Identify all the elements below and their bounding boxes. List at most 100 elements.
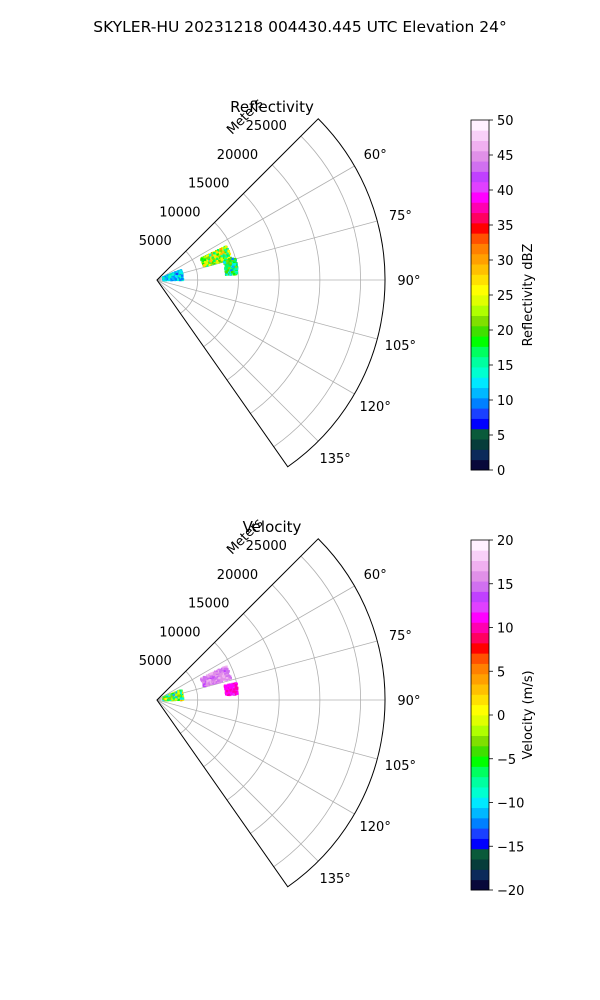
- echo-pixel: [209, 681, 213, 684]
- echo-pixel: [211, 261, 215, 264]
- echo-pixel: [165, 695, 169, 699]
- echo-pixel: [216, 261, 219, 264]
- echo-pixel: [172, 271, 176, 275]
- echo-pixel: [226, 263, 229, 266]
- colorbar-swatch: [471, 295, 489, 306]
- echo-pixel: [232, 268, 235, 272]
- angular-tick-label: 75°: [389, 629, 412, 644]
- colorbar-swatch: [471, 171, 489, 183]
- echo-pixel: [230, 261, 234, 265]
- colorbar-swatch: [471, 622, 489, 634]
- echo-pixel: [218, 259, 221, 263]
- echo-pixel: [217, 254, 220, 258]
- echo-pixel: [213, 680, 217, 684]
- colorbar-swatch: [471, 642, 489, 654]
- echo-pixel: [226, 691, 230, 694]
- angular-tick-label: 120°: [360, 820, 391, 835]
- echo-pixel: [231, 257, 234, 261]
- colorbar-swatch: [471, 253, 489, 265]
- echo-pixel: [228, 688, 231, 692]
- radial-tick-label: 20000: [217, 148, 258, 163]
- radial-gridline: [180, 250, 199, 314]
- colorbar-swatch: [471, 570, 489, 582]
- colorbar-swatch: [471, 715, 489, 726]
- reflectivity-panel: Reflectivity500010000150002000025000Mete…: [139, 96, 536, 479]
- angular-gridline: [156, 699, 319, 862]
- echo-pixel: [177, 692, 180, 695]
- colorbar-swatch: [471, 869, 489, 881]
- echo-pixel: [236, 686, 239, 690]
- colorbar-swatch: [471, 439, 489, 450]
- echo-pixel: [213, 256, 216, 259]
- echo-pixel: [230, 684, 233, 687]
- echo-pixel: [217, 681, 220, 684]
- colorbar-swatch: [471, 222, 489, 234]
- echo-pixel: [221, 678, 224, 681]
- echo-pixel: [175, 691, 179, 694]
- colorbar-swatch: [471, 264, 489, 275]
- echo-pixel: [200, 679, 204, 682]
- colorbar-tick-label: 20: [497, 534, 514, 549]
- colorbar-tick-label: 10: [497, 622, 514, 637]
- echo-pixel: [171, 276, 174, 279]
- colorbar-swatch: [471, 632, 489, 644]
- colorbar-swatch: [471, 428, 489, 440]
- echo-pixel: [206, 254, 209, 258]
- echo-pixel: [215, 260, 218, 264]
- colorbar-swatch: [471, 879, 489, 891]
- colorbar-tick-label: −5: [497, 753, 516, 768]
- colorbar-swatch: [471, 694, 489, 706]
- panel-title: Velocity: [243, 518, 302, 536]
- echo-pixel: [223, 677, 226, 681]
- echo-pixel: [177, 271, 180, 275]
- colorbar-swatch: [471, 817, 489, 829]
- colorbar-swatch: [471, 140, 489, 152]
- colorbar-swatch: [471, 202, 489, 214]
- colorbar-swatch: [471, 130, 489, 141]
- colorbar-swatch: [471, 540, 489, 551]
- colorbar-swatch: [471, 838, 489, 850]
- radial-tick-label: 10000: [159, 205, 200, 220]
- echo-pixel: [223, 667, 226, 671]
- echo-pixel: [216, 677, 219, 680]
- echo-pixel: [219, 679, 222, 682]
- echo-pixel: [227, 264, 230, 267]
- echo-pixel: [223, 252, 227, 256]
- echo-pixel: [227, 692, 230, 696]
- colorbar-swatch: [471, 787, 489, 798]
- echo-pixel: [200, 257, 204, 260]
- angular-gridline: [156, 699, 355, 815]
- echo-pixel: [175, 696, 178, 699]
- echo-pixel: [213, 259, 216, 263]
- echo-pixel: [213, 677, 216, 680]
- echo-pixel: [218, 256, 221, 259]
- echo-pixel: [180, 270, 183, 274]
- echo-pixel: [234, 686, 237, 689]
- colorbar-tick-label: −20: [497, 884, 524, 899]
- echo-pixel: [209, 676, 212, 680]
- echo-pixel: [220, 250, 223, 254]
- echo-pixel: [211, 252, 214, 255]
- echo-pixel: [215, 259, 219, 262]
- angular-gridline: [156, 640, 378, 701]
- angular-tick-label: 120°: [360, 400, 391, 415]
- echo-pixel: [205, 262, 209, 265]
- echo-pixel: [206, 259, 209, 262]
- colorbar-swatch: [471, 704, 489, 716]
- echo-pixel: [220, 668, 223, 672]
- echo-pixel: [223, 261, 226, 264]
- echo-pixel: [227, 269, 231, 272]
- echo-pixel: [208, 255, 212, 259]
- echo-pixel: [168, 275, 172, 278]
- angular-tick-label: 90°: [397, 694, 420, 709]
- colorbar-swatch: [471, 797, 489, 809]
- angular-gridline: [156, 585, 355, 701]
- colorbar-label: Reflectivity dBZ: [521, 244, 536, 347]
- echo-pixel: [229, 260, 233, 263]
- angular-gridline: [156, 279, 355, 395]
- echo-pixel: [226, 247, 229, 251]
- colorbar-tick-label: 10: [497, 394, 514, 409]
- colorbar-swatch: [471, 776, 489, 788]
- echo-pixel: [221, 674, 225, 678]
